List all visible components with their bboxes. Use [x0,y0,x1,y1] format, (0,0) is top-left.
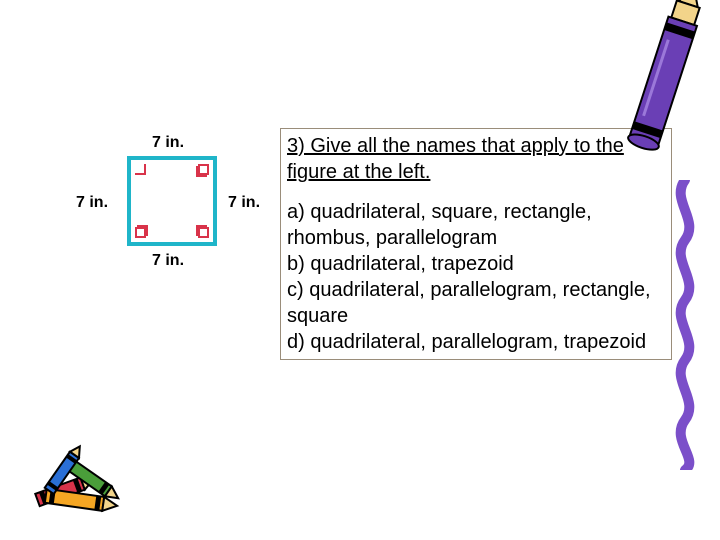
option-a: a) quadrilateral, square, rectangle, rho… [287,199,665,251]
square-shape [127,156,217,246]
crayon-icon [622,0,702,180]
side-label-right: 7 in. [228,194,260,212]
side-label-left: 7 in. [76,194,108,212]
option-c: c) quadrilateral, parallelogram, rectang… [287,277,665,329]
side-label-top: 7 in. [152,134,184,152]
right-angle-marker [198,164,209,175]
crayons-icon [28,442,138,522]
right-angle-marker [198,227,209,238]
option-d: d) quadrilateral, parallelogram, trapezo… [287,329,665,355]
answer-options: a) quadrilateral, square, rectangle, rho… [287,199,665,355]
right-angle-marker [135,227,146,238]
side-label-bottom: 7 in. [152,252,184,270]
question-box: 3) Give all the names that apply to the … [280,128,672,360]
right-angle-marker [135,164,146,175]
option-b: b) quadrilateral, trapezoid [287,251,665,277]
square-figure: 7 in. 7 in. 7 in. 7 in. [72,132,262,302]
squiggle-icon [665,180,705,470]
question-prompt: 3) Give all the names that apply to the … [287,133,665,185]
